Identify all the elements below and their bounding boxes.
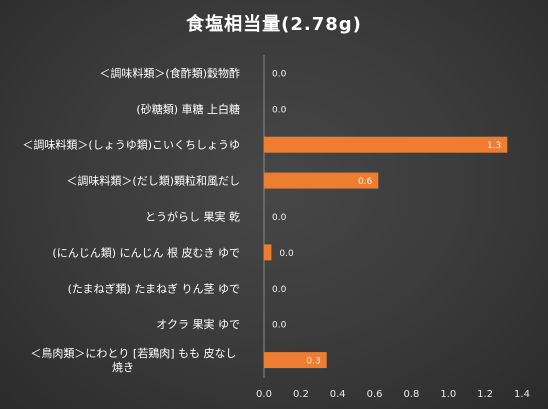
data-label: 0.0 [272, 321, 287, 331]
data-label: 0.6 [358, 177, 373, 187]
x-tick-label: 0.4 [330, 389, 346, 400]
bar [264, 172, 379, 189]
data-label: 0.0 [272, 213, 287, 223]
data-label: 0.3 [306, 357, 320, 367]
category-label: ＜調味料類＞(だし類)顆粒和風だし [66, 174, 240, 188]
x-tick-label: 1.0 [440, 389, 456, 400]
x-tick-label: 1.4 [514, 389, 530, 400]
bar [264, 136, 508, 153]
bar [264, 352, 327, 369]
data-label: 0.0 [279, 249, 294, 259]
data-label: 0.0 [272, 69, 287, 79]
data-label: 1.3 [487, 141, 501, 151]
data-label: 0.0 [272, 285, 287, 295]
bars-layer [264, 136, 508, 369]
category-label: とうがらし 果実 乾 [145, 210, 240, 224]
x-tick-label: 1.2 [477, 389, 493, 400]
x-tick-label: 0.2 [293, 389, 309, 400]
chart-title: 食塩相当量(2.78g) [186, 14, 362, 35]
category-label: ＜鳥肉類＞にわとり [若鶏肉] もも 皮なし 焼き [30, 346, 240, 374]
category-label: (たまねぎ類) たまねぎ りん茎 ゆで [68, 281, 240, 295]
x-tick-label: 0.8 [403, 389, 419, 400]
category-label: (にんじん類) にんじん 根 皮むき ゆで [52, 245, 240, 259]
category-label: ＜調味料類＞(食酢類)穀物酢 [99, 66, 240, 80]
x-tick-labels: 0.0 0.2 0.4 0.6 0.8 1.0 1.2 1.4 [256, 389, 530, 400]
category-labels: ＜調味料類＞(食酢類)穀物酢 (砂糖類) 車糖 上白糖 ＜調味料類＞(しょうゆ類)こ… [22, 66, 240, 374]
category-label: ＜調味料類＞(しょうゆ類)こいくちしょうゆ [22, 138, 240, 152]
category-label: (砂糖類) 車糖 上白糖 [136, 102, 240, 116]
category-label: オクラ 果実 ゆで [156, 317, 240, 331]
data-labels: 0.0 0.0 1.3 0.6 0.0 0.0 0.0 0.0 0.3 [272, 69, 501, 366]
data-label: 0.0 [272, 105, 287, 115]
x-tick-label: 0.6 [367, 389, 383, 400]
bar [264, 244, 272, 261]
x-tick-label: 0.0 [256, 389, 272, 400]
